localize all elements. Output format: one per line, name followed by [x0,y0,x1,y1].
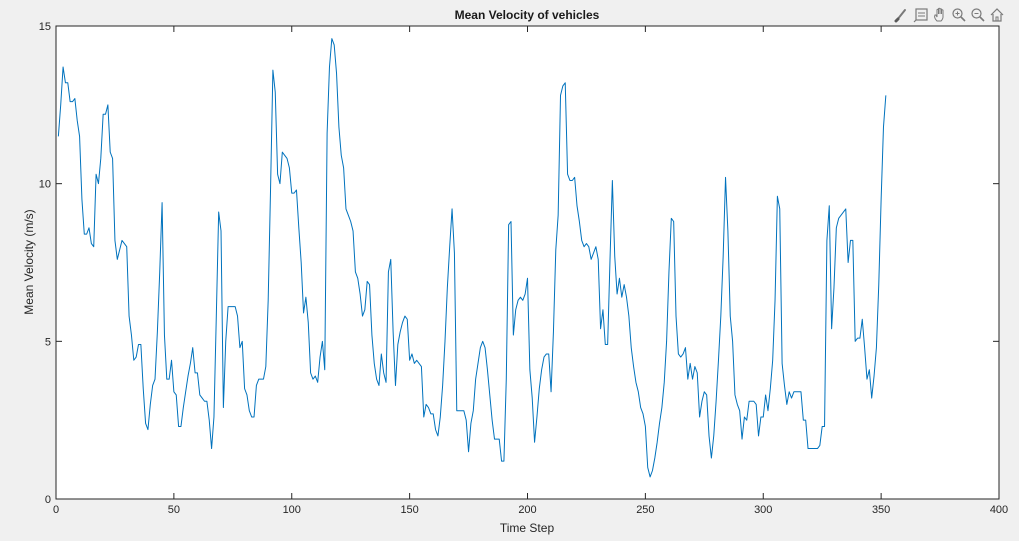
zoom-in-icon [952,8,966,22]
axes-toolbar [893,5,1006,25]
y-tick-label: 0 [45,494,51,506]
pan-icon [934,7,944,22]
x-tick-label: 300 [754,504,772,516]
datatip-icon [913,8,928,23]
x-tick-label: 100 [283,504,301,516]
velocity-series-line [57,38,887,478]
datatip-button[interactable] [912,6,930,24]
y-axis-label: Mean Velocity (m/s) [22,209,36,314]
axes-frame [55,25,1000,500]
home-icon [990,8,1004,22]
axis-layer: 0 50 100 150 200 250 300 350 400 0 5 10 15 [39,21,1008,516]
x-tick-label: 400 [990,504,1008,516]
pan-button[interactable] [931,6,949,24]
x-axis-label: Time Step [500,521,555,535]
y-tick-label: 10 [39,179,51,191]
home-button[interactable] [988,6,1006,24]
chart-title: Mean Velocity of vehicles [455,8,600,22]
plot-area [56,26,999,499]
x-tick-label: 0 [53,504,59,516]
brush-button[interactable] [893,6,911,24]
zoom-in-button[interactable] [950,6,968,24]
brush-icon [894,9,906,23]
zoom-out-icon [971,8,985,22]
y-tick-label: 15 [39,21,51,33]
data-layer [57,38,887,478]
x-tick-label: 350 [872,504,890,516]
zoom-out-button[interactable] [969,6,987,24]
x-tick-label: 250 [636,504,654,516]
y-tick-label: 5 [45,336,51,348]
x-tick-label: 150 [400,504,418,516]
x-tick-label: 200 [518,504,536,516]
x-tick-label: 50 [168,504,180,516]
